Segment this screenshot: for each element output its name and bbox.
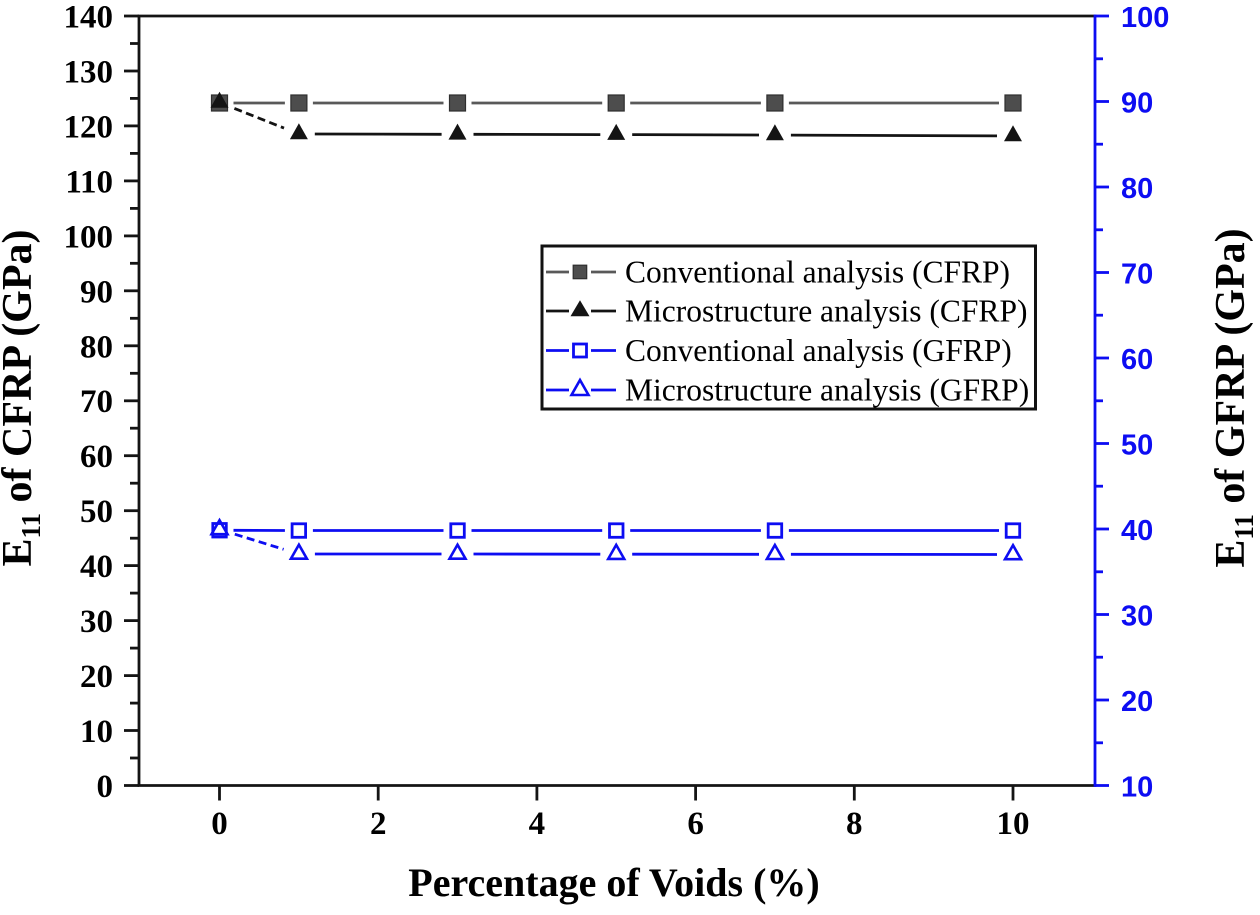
svg-text:30: 30 (1121, 601, 1153, 633)
svg-text:2: 2 (370, 806, 387, 842)
svg-text:80: 80 (80, 329, 113, 365)
svg-text:10: 10 (80, 714, 113, 750)
svg-text:20: 20 (1121, 686, 1153, 718)
svg-text:60: 60 (1121, 344, 1153, 376)
svg-text:30: 30 (80, 604, 113, 640)
svg-text:40: 40 (80, 549, 113, 585)
svg-text:8: 8 (846, 806, 863, 842)
svg-text:70: 70 (1121, 259, 1153, 291)
svg-text:80: 80 (1121, 173, 1153, 205)
svg-text:Conventional analysis (GFRP): Conventional analysis (GFRP) (625, 333, 1012, 368)
svg-text:90: 90 (1121, 88, 1153, 120)
svg-text:0: 0 (211, 806, 228, 842)
svg-text:0: 0 (97, 769, 114, 805)
svg-text:130: 130 (64, 55, 114, 91)
svg-text:20: 20 (80, 659, 113, 695)
svg-text:120: 120 (64, 109, 114, 145)
svg-text:Microstructure analysis (GFRP): Microstructure analysis (GFRP) (625, 373, 1029, 408)
svg-text:6: 6 (687, 806, 704, 842)
svg-text:90: 90 (80, 274, 113, 310)
svg-text:Microstructure analysis (CFRP): Microstructure analysis (CFRP) (625, 294, 1027, 329)
svg-text:60: 60 (80, 439, 113, 475)
svg-text:50: 50 (1121, 430, 1153, 462)
svg-text:Conventional analysis (CFRP): Conventional analysis (CFRP) (625, 255, 1010, 290)
svg-text:40: 40 (1121, 515, 1153, 547)
svg-text:70: 70 (80, 384, 113, 420)
svg-text:100: 100 (1121, 2, 1169, 34)
svg-text:140: 140 (64, 0, 114, 36)
svg-text:Percentage of Voids (%): Percentage of Voids (%) (408, 860, 819, 905)
svg-text:10: 10 (997, 806, 1030, 842)
svg-text:50: 50 (80, 494, 113, 530)
svg-text:110: 110 (65, 164, 113, 200)
svg-text:100: 100 (64, 219, 114, 255)
svg-text:4: 4 (529, 806, 546, 842)
svg-text:10: 10 (1121, 772, 1153, 804)
